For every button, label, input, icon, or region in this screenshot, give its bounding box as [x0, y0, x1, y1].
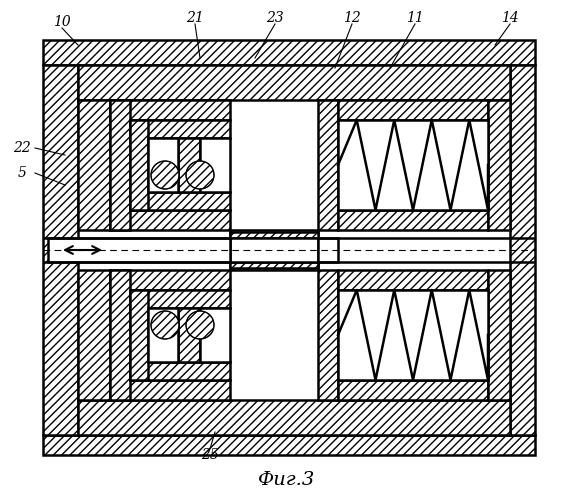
- Bar: [110, 270, 130, 400]
- Bar: [338, 100, 488, 120]
- Bar: [200, 308, 230, 362]
- Circle shape: [186, 161, 214, 189]
- Circle shape: [186, 311, 214, 339]
- Bar: [510, 65, 535, 435]
- Bar: [318, 238, 338, 262]
- Bar: [230, 262, 318, 268]
- Bar: [178, 138, 200, 192]
- Bar: [338, 290, 488, 380]
- Bar: [200, 138, 230, 192]
- Bar: [230, 238, 318, 262]
- Text: 21: 21: [186, 11, 204, 25]
- Bar: [130, 120, 148, 210]
- Bar: [43, 40, 535, 65]
- Bar: [338, 380, 488, 400]
- Text: 14: 14: [501, 11, 519, 25]
- Bar: [43, 65, 78, 435]
- Bar: [130, 290, 230, 308]
- Bar: [488, 100, 510, 230]
- Bar: [148, 138, 178, 192]
- Bar: [78, 100, 110, 230]
- Bar: [78, 65, 510, 100]
- Bar: [110, 270, 230, 290]
- Bar: [130, 192, 230, 210]
- Text: Фиг.3: Фиг.3: [258, 471, 315, 489]
- Bar: [130, 120, 230, 138]
- Bar: [110, 210, 230, 230]
- Text: 22: 22: [13, 141, 31, 155]
- Bar: [488, 270, 510, 400]
- Bar: [230, 238, 318, 262]
- Text: 25: 25: [201, 448, 219, 462]
- Bar: [338, 210, 488, 230]
- Bar: [110, 100, 230, 120]
- Circle shape: [151, 311, 179, 339]
- Bar: [230, 230, 318, 238]
- Text: 11: 11: [406, 11, 424, 25]
- Bar: [338, 120, 488, 210]
- Bar: [318, 100, 338, 230]
- Bar: [178, 308, 200, 362]
- Bar: [48, 238, 230, 262]
- Bar: [338, 270, 488, 290]
- Bar: [130, 362, 230, 380]
- Bar: [43, 435, 535, 455]
- Bar: [78, 400, 510, 435]
- Text: 5: 5: [18, 166, 26, 180]
- Bar: [110, 380, 230, 400]
- Bar: [230, 232, 318, 238]
- Bar: [230, 262, 318, 270]
- Text: 10: 10: [53, 15, 71, 29]
- Bar: [130, 290, 148, 380]
- Bar: [148, 308, 178, 362]
- Bar: [318, 270, 338, 400]
- Text: 23: 23: [266, 11, 284, 25]
- Text: 12: 12: [343, 11, 361, 25]
- Circle shape: [151, 161, 179, 189]
- Bar: [78, 270, 110, 400]
- Bar: [110, 100, 130, 230]
